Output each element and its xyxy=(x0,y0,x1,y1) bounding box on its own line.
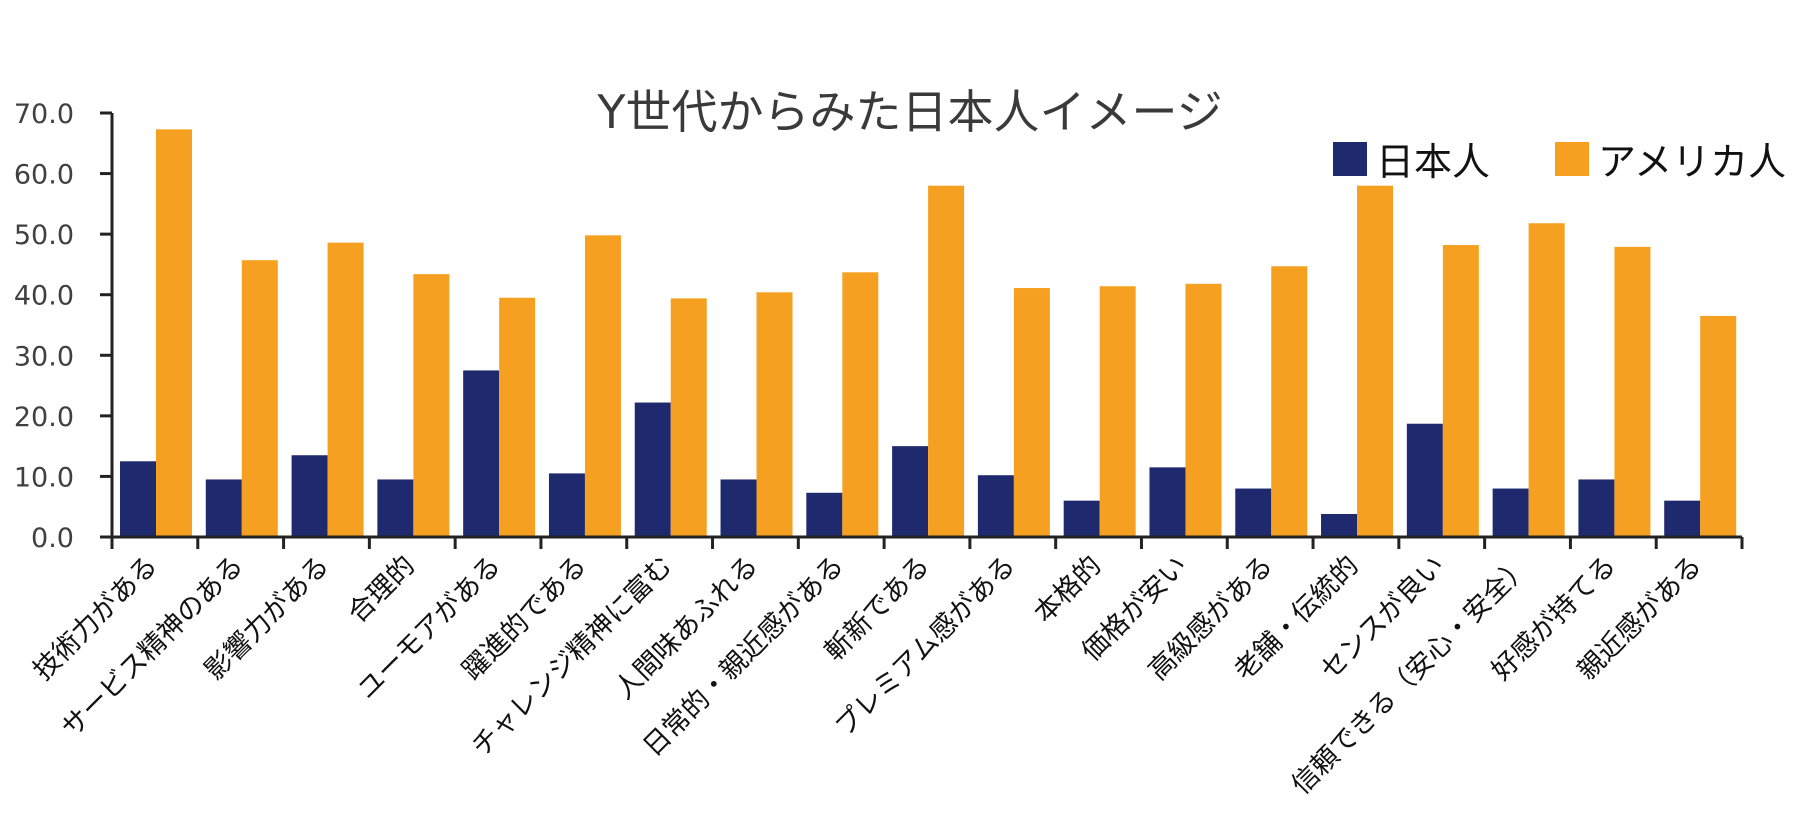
bar-japanese-16 xyxy=(1492,488,1529,537)
y-axis-ticks: 0.0 10.0 20.0 30.0 40.0 50.0 60.0 70.0 xyxy=(14,99,74,554)
bar-japanese-11 xyxy=(1063,500,1100,537)
y-tick-label: 10.0 xyxy=(14,462,74,493)
bar-japanese-7 xyxy=(720,479,757,537)
bar-japanese-13 xyxy=(1235,488,1272,537)
y-tick-label: 70.0 xyxy=(14,99,74,130)
bar-japanese-8 xyxy=(806,492,843,537)
x-tick-label: 合理的 xyxy=(342,550,421,629)
y-tick-label: 0.0 xyxy=(31,523,74,554)
bar-american-17 xyxy=(1614,246,1651,537)
bar-japanese-5 xyxy=(548,473,585,537)
bars xyxy=(120,129,1737,538)
bar-japanese-4 xyxy=(463,370,500,537)
bar-american-14 xyxy=(1357,185,1394,537)
y-tick-label: 50.0 xyxy=(14,220,74,251)
bar-american-11 xyxy=(1099,286,1136,537)
bar-japanese-1 xyxy=(205,479,242,537)
bar-japanese-9 xyxy=(892,446,929,537)
legend-swatch-american xyxy=(1555,142,1589,176)
x-tick-label: 本格的 xyxy=(1028,550,1107,629)
bar-american-4 xyxy=(499,297,536,537)
bar-japanese-12 xyxy=(1149,467,1186,537)
legend-label-japanese: 日本人 xyxy=(1376,140,1490,184)
legend-swatch-japanese xyxy=(1333,142,1367,176)
bar-japanese-3 xyxy=(377,479,414,537)
bar-japanese-6 xyxy=(634,402,671,537)
bar-american-9 xyxy=(928,185,965,537)
bar-american-10 xyxy=(1013,288,1050,537)
legend: 日本人 アメリカ人 xyxy=(1333,140,1786,184)
bar-american-2 xyxy=(327,242,364,537)
bar-japanese-2 xyxy=(291,455,328,537)
bar-american-15 xyxy=(1442,245,1479,537)
bar-american-5 xyxy=(584,235,621,537)
bar-american-8 xyxy=(842,272,879,537)
axes xyxy=(100,111,1744,549)
bar-american-6 xyxy=(670,298,707,537)
chart-title: Y世代からみた日本人イメージ xyxy=(596,85,1222,139)
y-tick-label: 20.0 xyxy=(14,402,74,433)
bar-american-12 xyxy=(1185,283,1222,537)
bar-american-16 xyxy=(1528,223,1565,538)
bar-american-0 xyxy=(156,129,192,537)
bar-american-7 xyxy=(756,292,793,537)
bar-japanese-15 xyxy=(1406,423,1443,537)
bar-japanese-14 xyxy=(1321,513,1358,537)
bar-american-18 xyxy=(1700,315,1737,537)
bar-american-1 xyxy=(241,260,278,537)
y-tick-label: 40.0 xyxy=(14,281,74,312)
bar-american-13 xyxy=(1271,266,1308,537)
y-tick-label: 30.0 xyxy=(14,341,74,372)
bar-american-3 xyxy=(413,274,450,537)
bar-japanese-18 xyxy=(1664,500,1701,537)
legend-label-american: アメリカ人 xyxy=(1598,140,1786,184)
bar-japanese-10 xyxy=(977,475,1014,537)
bar-japanese-0 xyxy=(120,461,156,537)
bar-japanese-17 xyxy=(1578,479,1615,537)
y-tick-label: 60.0 xyxy=(14,160,74,191)
